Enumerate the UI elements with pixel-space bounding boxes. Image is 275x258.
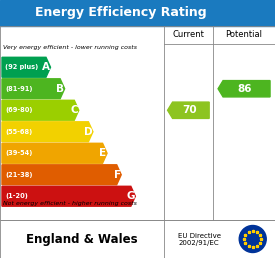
Text: Current: Current bbox=[172, 30, 204, 39]
Text: E: E bbox=[100, 148, 106, 158]
Text: D: D bbox=[84, 127, 92, 137]
Text: 86: 86 bbox=[238, 84, 252, 94]
Text: Not energy efficient - higher running costs: Not energy efficient - higher running co… bbox=[3, 201, 137, 206]
Bar bbox=[0, 26, 275, 220]
Bar bbox=[0, 0, 275, 26]
Text: B: B bbox=[56, 84, 64, 94]
Text: A: A bbox=[42, 62, 50, 72]
Polygon shape bbox=[218, 80, 270, 97]
Polygon shape bbox=[2, 165, 121, 185]
Polygon shape bbox=[2, 122, 93, 142]
Text: C: C bbox=[71, 105, 78, 115]
Bar bbox=[0, 220, 275, 258]
Text: 70: 70 bbox=[182, 105, 197, 115]
Text: Very energy efficient - lower running costs: Very energy efficient - lower running co… bbox=[3, 44, 137, 50]
Text: (1-20): (1-20) bbox=[5, 193, 28, 199]
Polygon shape bbox=[2, 143, 107, 163]
Text: EU Directive
2002/91/EC: EU Directive 2002/91/EC bbox=[178, 232, 221, 246]
Text: (21-38): (21-38) bbox=[5, 172, 32, 178]
Text: F: F bbox=[114, 170, 121, 180]
Polygon shape bbox=[2, 57, 51, 77]
Text: Potential: Potential bbox=[226, 30, 263, 39]
Text: Energy Efficiency Rating: Energy Efficiency Rating bbox=[35, 6, 207, 19]
Text: (55-68): (55-68) bbox=[5, 129, 32, 135]
Text: G: G bbox=[126, 191, 135, 201]
Text: England & Wales: England & Wales bbox=[26, 232, 138, 246]
Polygon shape bbox=[167, 102, 209, 118]
Text: (39-54): (39-54) bbox=[5, 150, 32, 156]
Text: (69-80): (69-80) bbox=[5, 107, 32, 113]
Text: (81-91): (81-91) bbox=[5, 86, 32, 92]
Text: (92 plus): (92 plus) bbox=[5, 64, 38, 70]
Polygon shape bbox=[2, 79, 65, 99]
Circle shape bbox=[239, 225, 266, 253]
Polygon shape bbox=[2, 100, 79, 120]
Polygon shape bbox=[2, 186, 135, 206]
